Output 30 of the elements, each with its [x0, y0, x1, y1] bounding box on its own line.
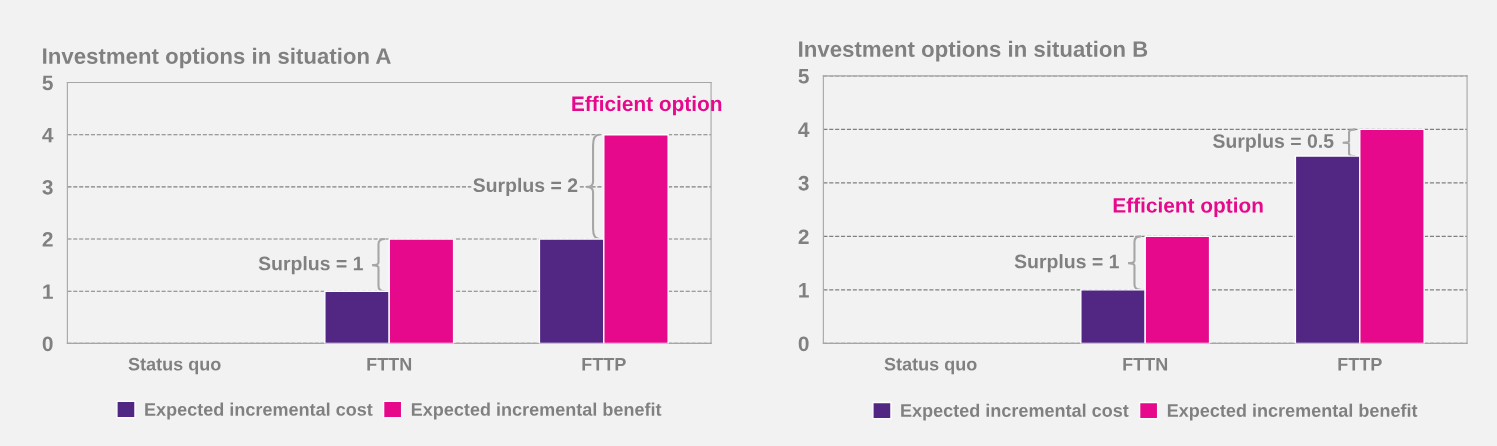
x-tick-label: FTTP: [1338, 357, 1382, 371]
annotation: Surplus = 0.5: [1213, 133, 1334, 152]
y-tick-label: 3: [798, 175, 809, 191]
legend-label: Expected incremental benefit: [411, 402, 662, 420]
y-tick-label: 0: [42, 336, 53, 352]
y-tick-label: 3: [42, 179, 53, 195]
x-tick-label: Status quo: [128, 357, 221, 375]
y-tick-label: 1: [43, 284, 53, 299]
y-tick-label: 5: [798, 69, 809, 84]
annotation: Surplus = 2: [473, 177, 578, 196]
y-tick-label: 5: [42, 75, 53, 91]
annotation: Efficient option: [572, 95, 722, 116]
x-tick-label: Status quo: [884, 357, 977, 375]
y-tick-label: 4: [42, 127, 54, 143]
y-tick-label: 1: [799, 283, 809, 298]
y-tick-label: 2: [42, 232, 53, 247]
y-tick-label: 4: [798, 122, 810, 137]
annotation: Surplus = 1: [258, 256, 363, 275]
chart-title: Investment options in situation A: [43, 47, 391, 69]
chart-title: Investment options in situation B: [799, 40, 1148, 62]
y-tick-label: 2: [798, 229, 809, 244]
y-tick-label: 0: [798, 336, 809, 352]
x-tick-label: FTTN: [367, 357, 412, 371]
legend-label: Expected incremental cost: [901, 403, 1129, 421]
annotation: Efficient option: [1113, 197, 1263, 217]
legend-label: Expected incremental benefit: [1167, 403, 1418, 421]
legend-label: Expected incremental cost: [145, 402, 373, 420]
x-tick-label: FTTP: [582, 357, 626, 371]
annotation: Surplus = 1: [1014, 254, 1119, 273]
x-tick-label: FTTN: [1123, 357, 1168, 371]
